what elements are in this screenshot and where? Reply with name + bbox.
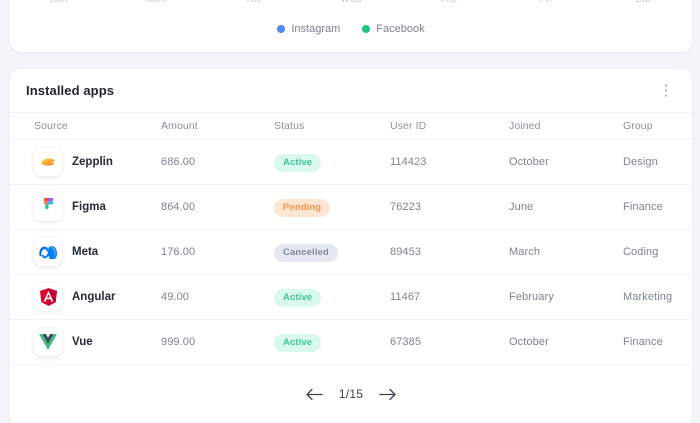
table-row[interactable]: Meta 176.00 Cancelled 89453 March Coding (10, 230, 692, 275)
column-header-amount: Amount (161, 120, 198, 132)
amount-cell: 864.00 (161, 201, 196, 213)
card-header: Installed apps (10, 69, 692, 113)
status-cell: Active (274, 287, 390, 307)
pagination: 1/15 (10, 365, 692, 423)
group-cell: Design (623, 156, 658, 168)
column-header-source: Source (34, 120, 68, 132)
source-name: Zepplin (72, 156, 113, 168)
source-name: Figma (72, 201, 106, 213)
joined-cell: June (509, 201, 534, 213)
legend-label: Instagram (291, 23, 341, 35)
status-cell: Active (274, 152, 390, 172)
page-title: Installed apps (26, 83, 115, 98)
status-badge: Active (274, 333, 322, 352)
group-cell: Marketing (623, 291, 673, 303)
column-header-joined: Joined (509, 120, 541, 132)
legend-label: Facebook (376, 23, 425, 35)
user-id-cell: 114423 (390, 156, 427, 168)
source-cell: Vue (34, 328, 161, 356)
group-cell: Finance (623, 201, 663, 213)
amount-cell: 999.00 (161, 336, 196, 348)
axis-tick: Wed (302, 0, 399, 5)
amount-cell: 49.00 (161, 291, 190, 303)
axis-tick: Thu (400, 0, 497, 5)
source-name: Vue (72, 336, 93, 348)
source-name: Angular (72, 291, 116, 303)
amount-cell: 176.00 (161, 246, 196, 258)
status-badge: Pending (274, 198, 331, 217)
status-badge: Active (274, 153, 322, 172)
user-id-cell: 76223 (390, 201, 422, 213)
table-header-row: Source Amount Status User ID Joined Grou… (10, 113, 692, 140)
column-header-user-id: User ID (390, 120, 427, 132)
user-id-cell: 11467 (390, 291, 421, 303)
joined-cell: October (509, 336, 549, 348)
figma-icon (34, 193, 62, 221)
table-row[interactable]: Zepplin 686.00 Active 114423 October Des… (10, 140, 692, 185)
status-cell: Active (274, 332, 390, 352)
amount-cell: 686.00 (161, 156, 196, 168)
source-cell: Figma (34, 193, 161, 221)
axis-tick: Tue (205, 0, 302, 5)
legend-item-facebook[interactable]: Facebook (362, 23, 425, 35)
status-cell: Pending (274, 197, 390, 217)
axis-tick: Fri (497, 0, 594, 5)
zeplin-icon (34, 148, 62, 176)
source-cell: Meta (34, 238, 161, 266)
table-row[interactable]: Vue 999.00 Active 67385 October Finance (10, 320, 692, 365)
installed-apps-card: Installed apps Source Amount Status User… (10, 69, 692, 423)
source-name: Meta (72, 246, 99, 258)
chart-legend: Instagram Facebook (10, 23, 692, 35)
group-cell: Finance (623, 336, 663, 348)
arrow-left-icon[interactable] (305, 384, 325, 404)
user-id-cell: 89453 (390, 246, 422, 258)
table-row[interactable]: Figma 864.00 Pending 76223 June Finance (10, 185, 692, 230)
source-cell: Zepplin (34, 148, 161, 176)
column-header-group: Group (623, 120, 653, 132)
page-indicator: 1/15 (338, 387, 364, 401)
status-badge: Active (274, 288, 322, 307)
chart-x-axis: Sun Mon Tue Wed Thu Fri Sat (10, 0, 692, 5)
axis-tick: Sun (10, 0, 107, 5)
social-chart-card: Sun Mon Tue Wed Thu Fri Sat Instagram Fa… (10, 0, 692, 52)
meta-icon (34, 238, 62, 266)
source-cell: Angular (34, 283, 161, 311)
legend-item-instagram[interactable]: Instagram (277, 23, 340, 35)
axis-tick: Sat (595, 0, 692, 5)
joined-cell: October (509, 156, 549, 168)
angular-icon (34, 283, 62, 311)
table-row[interactable]: Angular 49.00 Active 11467 February Mark… (10, 275, 692, 320)
group-cell: Coding (623, 246, 659, 258)
arrow-right-icon[interactable] (377, 384, 397, 404)
status-cell: Cancelled (274, 242, 390, 262)
legend-dot-icon (277, 25, 286, 33)
axis-tick: Mon (107, 0, 204, 5)
column-header-status: Status (274, 120, 305, 132)
joined-cell: February (509, 291, 554, 303)
status-badge: Cancelled (274, 243, 338, 262)
vue-icon (34, 328, 62, 356)
kebab-menu-icon[interactable] (656, 80, 676, 102)
user-id-cell: 67385 (390, 336, 422, 348)
joined-cell: March (509, 246, 541, 258)
legend-dot-icon (362, 25, 371, 33)
